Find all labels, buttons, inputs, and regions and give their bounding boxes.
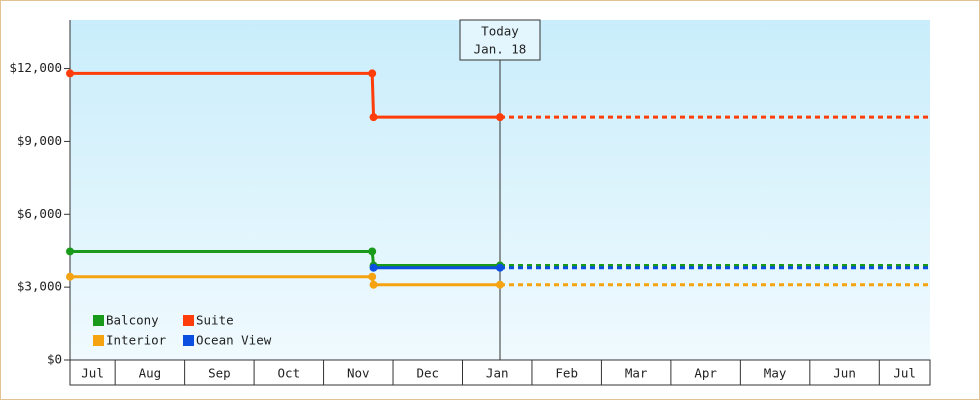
legend-label: Interior bbox=[106, 333, 167, 348]
price-point bbox=[66, 247, 74, 256]
price-point bbox=[496, 263, 504, 272]
price-point bbox=[368, 247, 377, 256]
x-tick-label: May bbox=[764, 366, 787, 381]
x-tick-label: Mar bbox=[625, 366, 648, 381]
legend-swatch bbox=[93, 315, 104, 326]
price-point bbox=[66, 272, 74, 281]
x-tick-label: Feb bbox=[555, 366, 578, 381]
today-label: Today bbox=[481, 24, 519, 39]
price-point bbox=[369, 263, 378, 272]
y-tick-label: $9,000 bbox=[17, 133, 62, 148]
x-tick-label: Nov bbox=[347, 366, 370, 381]
legend-label: Balcony bbox=[106, 313, 159, 328]
price-line bbox=[370, 73, 376, 118]
price-point bbox=[368, 272, 377, 281]
x-tick-label: Aug bbox=[139, 366, 162, 381]
legend-swatch bbox=[183, 315, 194, 326]
x-tick-label: Dec bbox=[416, 366, 439, 381]
legend-swatch bbox=[183, 335, 194, 346]
y-tick-label: $12,000 bbox=[9, 60, 62, 75]
x-tick-label: Sep bbox=[208, 366, 231, 381]
y-tick-label: $3,000 bbox=[17, 279, 62, 294]
legend-label: Suite bbox=[196, 313, 234, 328]
today-date: Jan. 18 bbox=[474, 42, 527, 57]
price-point bbox=[369, 113, 378, 122]
price-point bbox=[368, 69, 377, 78]
legend-swatch bbox=[93, 335, 104, 346]
x-tick-label: Jan bbox=[486, 366, 509, 381]
x-axis-band bbox=[69, 359, 931, 386]
price-point bbox=[66, 69, 74, 78]
y-tick-label: $0 bbox=[47, 352, 62, 367]
today-box bbox=[459, 19, 541, 61]
x-tick-label: Oct bbox=[278, 366, 301, 381]
x-tick-label: Jun bbox=[833, 366, 856, 381]
price-point bbox=[496, 113, 504, 122]
legend-label: Ocean View bbox=[196, 333, 272, 348]
x-tick-label: Jul bbox=[81, 366, 104, 381]
price-point bbox=[369, 280, 378, 289]
price-point bbox=[496, 280, 504, 289]
x-tick-label: Jul bbox=[893, 366, 916, 381]
y-tick-label: $6,000 bbox=[17, 206, 62, 221]
x-tick-label: Apr bbox=[694, 366, 717, 381]
